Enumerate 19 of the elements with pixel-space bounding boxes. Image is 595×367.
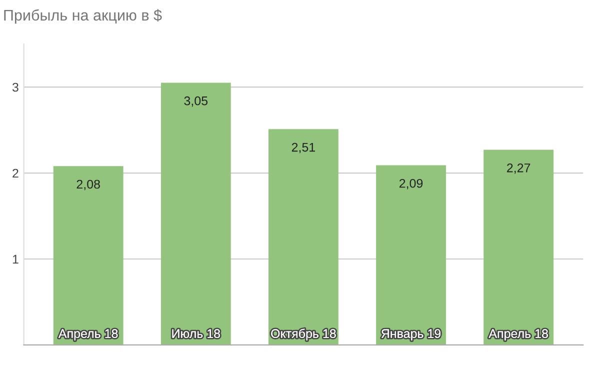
x-tick-label: Июль 18 xyxy=(172,329,220,338)
data-label: 2,51 xyxy=(292,142,316,154)
y-tick-label: 1 xyxy=(12,254,18,264)
data-label: 2,08 xyxy=(76,180,100,190)
data-label: 2,09 xyxy=(399,178,423,190)
x-tick-label: Январь 19 xyxy=(381,329,441,340)
bar xyxy=(53,166,124,345)
x-tick-label: Октябрь 18 xyxy=(271,328,336,340)
x-tick-label: Апрель 18 xyxy=(58,329,118,340)
y-tick-label: 3 xyxy=(12,82,18,92)
data-label: 3,05 xyxy=(184,96,208,107)
chart-title: Прибыль на акцию в $ xyxy=(4,9,162,24)
bar xyxy=(160,82,231,345)
x-tick-label: Апрель 18 xyxy=(488,329,548,340)
data-label: 2,27 xyxy=(507,163,530,174)
bar xyxy=(268,129,338,345)
bar xyxy=(484,150,554,345)
bar xyxy=(376,165,446,345)
y-tick-label: 2 xyxy=(12,168,18,178)
